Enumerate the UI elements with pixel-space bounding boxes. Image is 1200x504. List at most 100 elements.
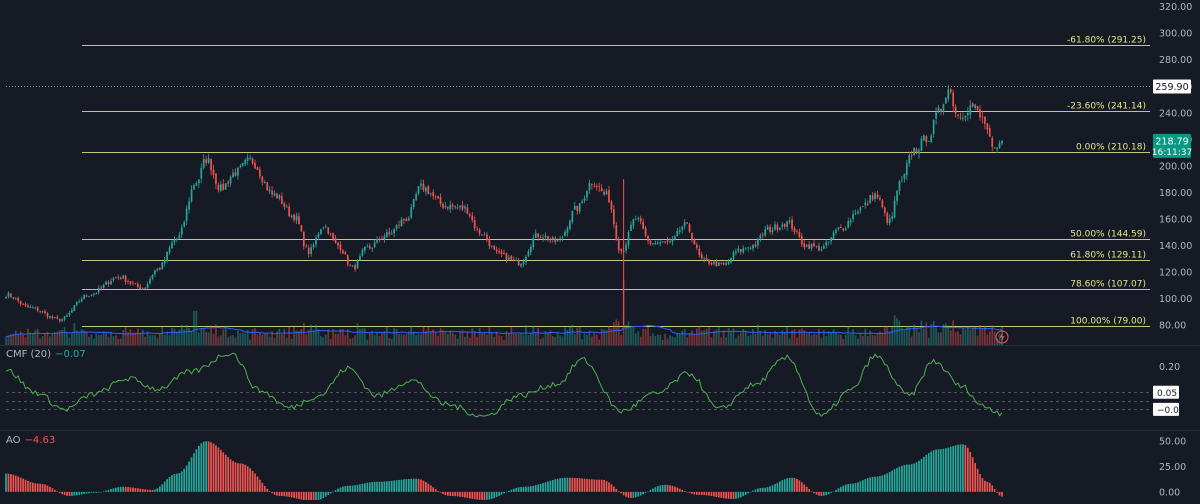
candle-body <box>610 201 613 210</box>
ao-bar <box>400 479 403 492</box>
candle <box>14 297 17 300</box>
candle <box>996 147 998 154</box>
candle <box>90 294 93 297</box>
volume-bar <box>600 328 603 345</box>
candle <box>361 247 364 257</box>
candle <box>58 318 61 323</box>
ao-bar <box>10 474 12 492</box>
ao-bar <box>14 475 17 492</box>
candle-body <box>717 262 720 266</box>
volume-bar <box>229 335 232 345</box>
candle-body <box>791 219 793 229</box>
volume-bar <box>376 333 378 345</box>
volume-bar <box>708 327 710 345</box>
ao-bar <box>696 491 698 495</box>
ao-indicator-legend[interactable]: AO −4.63 <box>6 435 55 446</box>
ao-bar <box>232 461 234 492</box>
ao-bar <box>185 465 188 492</box>
price-pane[interactable]: -61.80% (291.25)-23.60% (241.14)0.00% (2… <box>5 2 1192 345</box>
candle <box>986 122 989 135</box>
ao-bar <box>268 491 271 492</box>
ao-bar <box>559 478 561 492</box>
volume-bar <box>176 331 178 345</box>
volume-bar <box>930 324 933 345</box>
candle <box>661 241 664 243</box>
volume-bar <box>732 328 735 345</box>
volume-bar <box>915 328 918 345</box>
ao-histogram <box>5 441 1003 502</box>
candle <box>66 313 68 318</box>
volume-bar <box>879 331 881 345</box>
candle <box>735 248 737 256</box>
ao-bar <box>456 491 459 497</box>
ao-bar <box>442 491 444 495</box>
volume-bar <box>100 334 103 345</box>
candle <box>144 287 146 290</box>
cmf-tick-label: 0.20 <box>1159 362 1180 373</box>
volume-moving-average-line <box>5 324 1003 338</box>
ao-bar <box>788 477 791 492</box>
ao-bar <box>932 450 935 492</box>
candle <box>551 235 554 243</box>
volume-bar <box>434 332 437 345</box>
ao-bar <box>395 480 398 492</box>
candle-body <box>276 193 278 199</box>
volume-bar <box>395 329 398 345</box>
candle-body <box>476 228 478 230</box>
volume-bar <box>703 330 706 345</box>
volume-bar <box>217 336 220 345</box>
candle-body <box>866 203 869 205</box>
candle <box>93 292 95 297</box>
ao-bar <box>593 479 596 492</box>
volume-bar <box>996 337 998 345</box>
candle <box>266 181 269 191</box>
candle-body <box>981 116 984 118</box>
ao-bar <box>722 491 725 499</box>
volume-bar <box>893 315 896 345</box>
candle-body <box>764 229 767 236</box>
volume-bar <box>337 333 339 345</box>
volume-bar <box>73 323 76 345</box>
volume-bar <box>285 337 288 345</box>
ao-bar <box>193 453 195 492</box>
ao-bar <box>693 491 696 495</box>
candle-body <box>254 163 256 169</box>
ao-bar <box>774 484 776 492</box>
cmf-indicator-legend[interactable]: CMF (20) −0.07 <box>6 349 86 360</box>
candle-body <box>786 221 789 227</box>
candle-body <box>329 233 332 235</box>
cmf-pane[interactable]: 0.20 0.05−0.05 <box>5 352 1185 418</box>
ao-bar <box>871 476 874 492</box>
candle-body <box>517 259 520 266</box>
ao-bar <box>605 480 608 492</box>
volume-bar <box>46 332 49 345</box>
candle <box>400 216 403 227</box>
ao-bar <box>188 461 190 492</box>
volume-bar <box>7 335 10 345</box>
ao-bar <box>281 491 283 496</box>
candle <box>32 305 34 309</box>
price-axis[interactable]: 320.00300.00280.00260.00240.00220.00200.… <box>1159 2 1192 331</box>
volume-bar <box>476 336 478 345</box>
volume-bar <box>486 334 488 345</box>
candle <box>859 206 862 214</box>
volume-bar <box>427 326 430 345</box>
ao-bar <box>915 462 918 492</box>
fibonacci-retracement[interactable]: -61.80% (291.25)-23.60% (241.14)0.00% (2… <box>82 36 1150 327</box>
volume-bar <box>788 338 791 345</box>
candle-body <box>361 250 364 256</box>
candle <box>49 315 51 319</box>
candle-body <box>132 282 134 284</box>
candle <box>222 179 225 191</box>
ao-bar <box>971 457 974 492</box>
ao-bar <box>854 483 857 492</box>
volume-bar <box>124 327 127 345</box>
volume-bar <box>937 332 940 345</box>
lightning-icon[interactable] <box>995 330 1009 344</box>
candle-body <box>383 236 386 240</box>
ao-bar <box>349 485 352 492</box>
ao-bar <box>744 491 747 495</box>
